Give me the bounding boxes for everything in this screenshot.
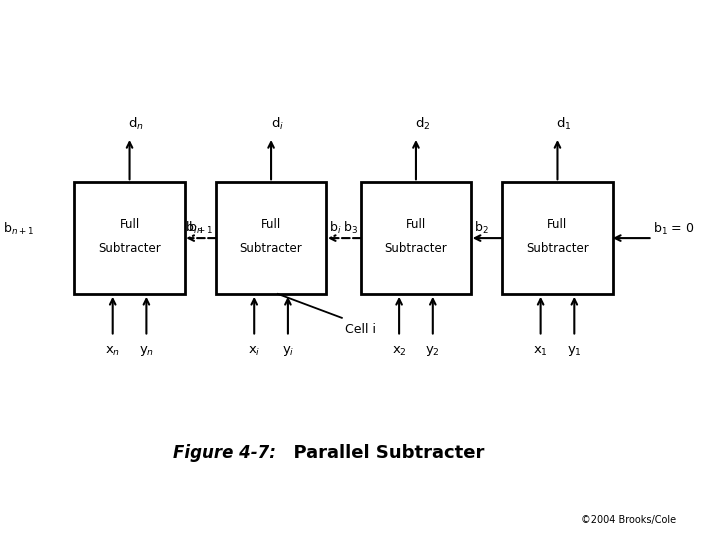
Text: d$_i$: d$_i$ — [271, 116, 284, 132]
Text: b$_3$: b$_3$ — [343, 219, 358, 235]
Text: b$_2$: b$_2$ — [474, 219, 489, 235]
Text: Subtracter: Subtracter — [526, 242, 589, 255]
Text: y$_1$: y$_1$ — [567, 345, 582, 359]
Text: x$_i$: x$_i$ — [248, 345, 261, 357]
Text: y$_i$: y$_i$ — [282, 345, 294, 359]
Text: Subtracter: Subtracter — [240, 242, 302, 255]
Text: b$_i$: b$_i$ — [329, 219, 341, 235]
Text: b$_{i+1}$: b$_{i+1}$ — [185, 219, 213, 235]
Text: d$_1$: d$_1$ — [557, 116, 572, 132]
Text: Full: Full — [547, 218, 567, 231]
Bar — [216, 183, 326, 294]
Text: Subtracter: Subtracter — [384, 242, 447, 255]
Text: d$_2$: d$_2$ — [415, 116, 431, 132]
Text: Parallel Subtracter: Parallel Subtracter — [282, 444, 485, 462]
Text: Full: Full — [120, 218, 140, 231]
Text: Cell i: Cell i — [345, 323, 376, 336]
Text: Full: Full — [261, 218, 282, 231]
Text: b$_n$: b$_n$ — [187, 219, 202, 235]
Text: Full: Full — [406, 218, 426, 231]
Text: x$_1$: x$_1$ — [533, 345, 548, 357]
Bar — [503, 183, 613, 294]
Text: y$_n$: y$_n$ — [139, 345, 154, 359]
Text: ©2004 Brooks/Cole: ©2004 Brooks/Cole — [580, 515, 676, 525]
Bar — [361, 183, 471, 294]
Text: Figure 4-7:: Figure 4-7: — [174, 444, 276, 462]
Text: x$_2$: x$_2$ — [392, 345, 407, 357]
Text: b$_1$ = 0: b$_1$ = 0 — [653, 220, 695, 237]
Text: x$_n$: x$_n$ — [105, 345, 120, 357]
Text: y$_2$: y$_2$ — [426, 345, 440, 359]
Text: d$_n$: d$_n$ — [128, 116, 144, 132]
Text: b$_{n+1}$: b$_{n+1}$ — [3, 220, 34, 237]
Bar — [74, 183, 185, 294]
Text: Subtracter: Subtracter — [98, 242, 161, 255]
